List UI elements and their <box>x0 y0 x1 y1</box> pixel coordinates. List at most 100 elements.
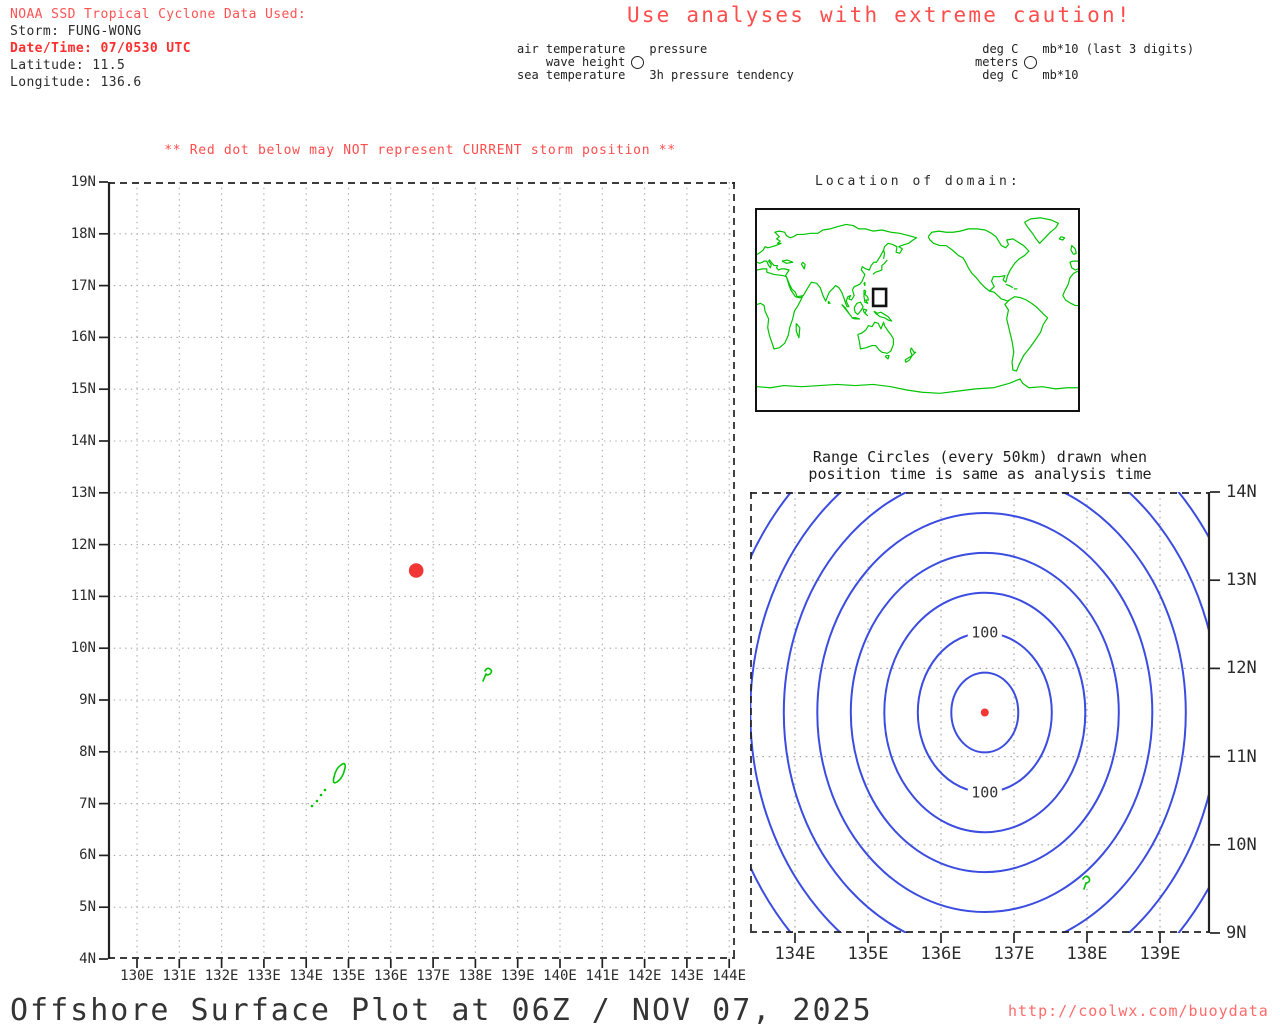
main-plot-x-tick-label: 139E <box>500 968 535 984</box>
main-plot-x-tick-label: 141E <box>585 968 620 984</box>
main-plot-x-tick-label: 144E <box>712 968 747 984</box>
main-plot-y-tick-label: 18N <box>70 225 96 242</box>
station-model-legend-units: deg C meters deg C mb*10 (last 3 digits)… <box>975 43 1194 81</box>
coastline <box>802 262 806 269</box>
coastline <box>1025 218 1059 244</box>
range-plot-title-line2: position time is same as analysis time <box>808 465 1152 483</box>
main-plot-y-tick-label: 10N <box>70 640 96 657</box>
range-circles-plot: 100 100 <box>750 491 1220 943</box>
legend-label: sea temperature <box>517 67 626 82</box>
main-plot-y-tick-label: 5N <box>79 899 96 916</box>
coastline <box>757 224 917 306</box>
range-plot-y-tick-label: 9N <box>1226 923 1247 943</box>
legend-left-column: air temperature wave height sea temperat… <box>517 43 625 81</box>
coastline <box>1070 261 1078 270</box>
main-plot-y-tick-label: 12N <box>70 536 96 553</box>
range-plot-x-tick-label: 137E <box>993 944 1035 964</box>
island-yap <box>482 667 493 682</box>
coastline <box>905 356 912 363</box>
main-plot-x-tick-label: 137E <box>416 968 450 984</box>
main-plot-y-tick-label: 7N <box>79 795 96 812</box>
coastline <box>757 269 802 349</box>
main-plot-y-tick-label: 6N <box>79 847 96 864</box>
storm-longitude: Longitude: 136.6 <box>10 75 142 90</box>
legend-label: wave height <box>545 54 626 69</box>
station-model-legend-variables: air temperature wave height sea temperat… <box>517 43 794 81</box>
coastline <box>874 311 892 321</box>
main-plot-x-tick-label: 132E <box>204 968 239 984</box>
legend-label: deg C <box>982 42 1019 56</box>
main-plot-y-tick-label: 16N <box>70 329 96 346</box>
island-yap <box>1082 875 1091 890</box>
domain-box <box>873 289 886 306</box>
coastline <box>928 229 1029 291</box>
legend-label <box>1042 56 1194 69</box>
main-plot-y-tick-label: 14N <box>70 433 96 449</box>
range-plot-x-tick-label: 139E <box>1139 944 1181 964</box>
coastline <box>1059 237 1064 240</box>
station-circle-icon <box>1021 43 1039 81</box>
legend-right-column: mb*10 (last 3 digits) mb*10 <box>1042 43 1194 81</box>
source-url: http://coolwx.com/buoydata <box>1008 1002 1269 1020</box>
legend-label: mb*10 <box>1042 67 1079 82</box>
range-plot-y-tick-label: 12N <box>1226 658 1257 679</box>
storm-position-dot <box>980 708 989 717</box>
legend-label <box>649 56 794 69</box>
range-plot-y-tick-label: 11N <box>1226 746 1257 767</box>
main-plot-y-tick-label: 4N <box>79 951 96 967</box>
main-plot-y-tick-label: 13N <box>70 484 96 501</box>
domain-map <box>755 208 1080 412</box>
range-plot-y-tick-label: 14N <box>1226 482 1257 502</box>
coastline <box>782 260 793 263</box>
legend-label: meters <box>975 54 1019 69</box>
storm-latitude: Latitude: 11.5 <box>10 58 126 73</box>
page-title: Offshore Surface Plot at 06Z / NOV 07, 2… <box>10 993 873 1024</box>
main-plot-x-tick-label: 131E <box>162 968 197 984</box>
legend-label: 3h pressure tendency <box>649 67 794 82</box>
main-plot-x-tick-label: 133E <box>247 968 281 984</box>
main-plot-x-tick-label: 130E <box>120 968 154 984</box>
coastline <box>828 301 830 303</box>
range-plot-x-tick-label: 135E <box>847 944 889 964</box>
main-plot-x-tick-label: 136E <box>373 968 408 984</box>
range-circle-label: 100 <box>971 624 998 642</box>
coastline <box>1006 284 1013 287</box>
coastline <box>990 291 1010 301</box>
storm-position-warning: ** Red dot below may NOT represent CURRE… <box>164 143 676 158</box>
coastline <box>852 318 860 319</box>
main-plot-x-tick-label: 143E <box>670 968 704 984</box>
storm-datetime: Date/Time: 07/0530 UTC <box>10 41 191 56</box>
coastline <box>1005 297 1048 371</box>
main-surface-plot <box>99 181 735 968</box>
coastline <box>1063 271 1078 305</box>
range-plot-y-tick-label: 10N <box>1226 834 1257 855</box>
legend-left-column: deg C meters deg C <box>975 43 1018 81</box>
coastline <box>1071 246 1076 255</box>
main-plot-x-tick-label: 140E <box>543 968 577 984</box>
coastline <box>863 309 867 316</box>
range-circle-label: 100 <box>971 783 998 801</box>
main-plot-y-tick-label: 17N <box>70 277 96 294</box>
caution-banner: Use analyses with extreme caution! <box>627 3 1132 27</box>
coastline <box>864 290 868 303</box>
storm-source-label: NOAA SSD Tropical Cyclone Data Used: <box>10 7 307 22</box>
range-plot-x-tick-label: 136E <box>920 944 962 964</box>
range-plot-y-tick-label: 13N <box>1226 570 1257 591</box>
range-plot-x-tick-label: 138E <box>1066 944 1108 964</box>
storm-name: Storm: FUNG-WONG <box>10 24 142 39</box>
main-plot-x-tick-label: 138E <box>458 968 493 984</box>
main-plot-y-tick-label: 8N <box>79 743 96 760</box>
main-plot-y-tick-label: 11N <box>70 588 96 605</box>
main-plot-x-tick-label: 142E <box>627 968 662 984</box>
legend-label: air temperature <box>517 42 626 56</box>
main-plot-y-tick-label: 9N <box>79 692 96 708</box>
coastline <box>757 379 1078 393</box>
coastline <box>864 282 865 285</box>
range-plot-title: Range Circles (every 50km) drawn when po… <box>808 449 1151 483</box>
coastline <box>796 323 800 337</box>
range-plot-title-line1: Range Circles (every 50km) drawn when <box>812 448 1148 466</box>
main-plot-y-tick-label: 19N <box>70 174 96 190</box>
coastline <box>885 356 889 359</box>
legend-label: deg C <box>982 67 1019 82</box>
